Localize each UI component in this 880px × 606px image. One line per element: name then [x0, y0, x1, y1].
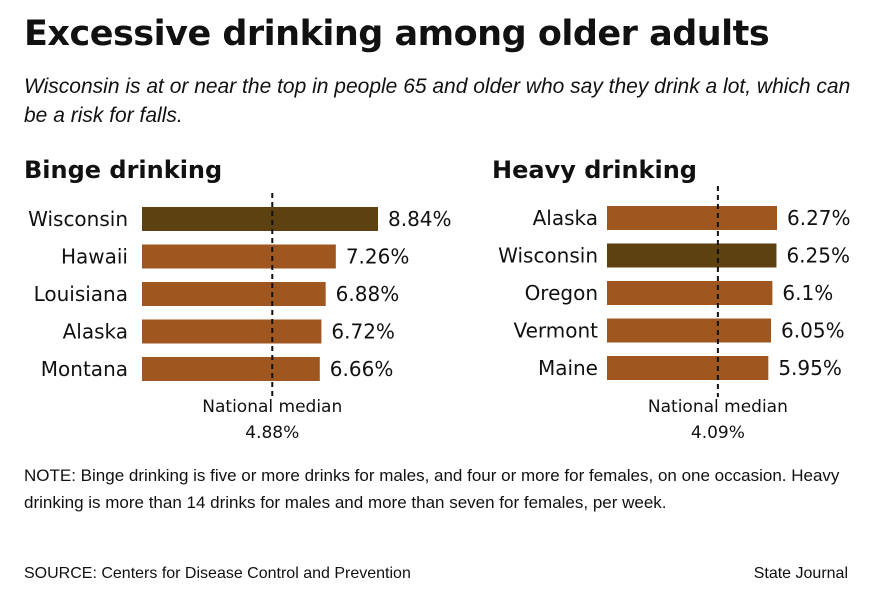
heavy-category-label: Oregon [525, 281, 598, 305]
binge-category-label: Hawaii [61, 245, 128, 269]
heavy-bar-alaska [607, 206, 777, 230]
binge-bar-louisiana [142, 282, 326, 306]
binge-category-label: Wisconsin [28, 207, 128, 231]
chart-title: Excessive drinking among older adults [24, 14, 770, 54]
source-text: SOURCE: Centers for Disease Control and … [24, 565, 411, 582]
heavy-panel-title: Heavy drinking [492, 156, 697, 184]
heavy-value-label: 6.1% [782, 281, 833, 305]
binge-value-label: 6.66% [330, 357, 394, 381]
heavy-value-label: 5.95% [778, 356, 842, 380]
heavy-bar-maine [607, 356, 769, 380]
bar-charts: Wisconsin 8.84% Hawaii 7.26% Louisiana 6.88% A… [28, 186, 851, 443]
heavy-value-label: 6.05% [781, 319, 845, 343]
heavy-value-label: 6.25% [786, 244, 850, 268]
heavy-bar-vermont [607, 318, 772, 343]
heavy-value-label: 6.27% [787, 206, 851, 230]
binge-bar-alaska [142, 319, 322, 344]
binge-bar-montana [142, 357, 320, 381]
chart-subtitle: Wisconsin is at or near the top in peopl… [24, 75, 851, 127]
heavy-bar-oregon [607, 281, 773, 305]
binge-category-label: Alaska [63, 320, 128, 344]
binge-value-label: 6.88% [336, 282, 400, 306]
credit-text: State Journal [753, 565, 848, 582]
heavy-median-label: National median [648, 397, 788, 417]
heavy-category-label: Maine [538, 356, 598, 380]
binge-category-label: Montana [41, 357, 128, 381]
binge-value-label: 8.84% [388, 207, 452, 231]
heavy-median-value: 4.09% [691, 423, 745, 443]
binge-median-value: 4.88% [245, 423, 299, 443]
binge-bar-wisconsin [142, 207, 378, 231]
binge-value-label: 6.72% [331, 320, 395, 344]
heavy-category-label: Wisconsin [498, 244, 598, 268]
binge-median-label: National median [202, 397, 342, 417]
binge-value-label: 7.26% [346, 245, 410, 269]
binge-bar-hawaii [142, 244, 336, 269]
binge-panel-title: Binge drinking [24, 156, 223, 184]
binge-category-label: Louisiana [34, 282, 128, 306]
heavy-category-label: Vermont [513, 319, 598, 343]
note-text: NOTE: Binge drinking is five or more dri… [24, 466, 840, 512]
heavy-bar-wisconsin [607, 243, 777, 268]
heavy-category-label: Alaska [533, 206, 598, 230]
